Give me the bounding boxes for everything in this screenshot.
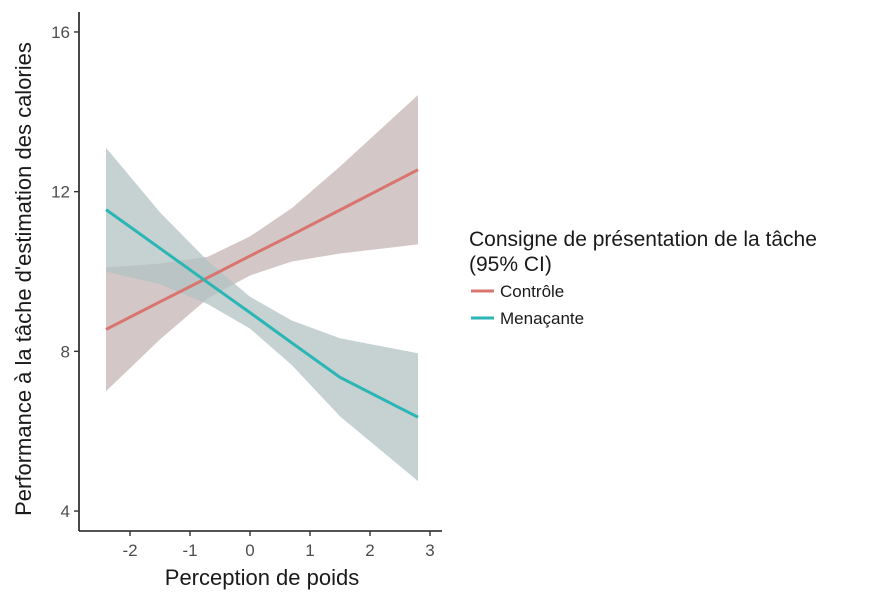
series-line-menacante (105, 208, 419, 419)
x-tick-label: 0 (245, 541, 254, 560)
ci-band-controle (106, 95, 418, 392)
y-tick-label: 16 (51, 23, 70, 42)
regression-lines (105, 168, 419, 419)
confidence-bands (106, 95, 418, 482)
legend-title-line1: Consigne de présentation de la tâche (469, 228, 817, 251)
y-tick-label: 8 (61, 342, 70, 361)
legend-label-menacante: Menaçante (500, 309, 584, 328)
x-tick-label: 3 (425, 541, 434, 560)
ci-band-menacante (106, 147, 418, 482)
x-tick-label: 1 (305, 541, 314, 560)
x-tick-label: -1 (182, 541, 197, 560)
y-tick-label: 12 (51, 183, 70, 202)
x-axis-title: Perception de poids (165, 565, 359, 590)
legend-title-line2: (95% CI) (469, 253, 552, 276)
x-tick-label: -2 (122, 541, 137, 560)
legend: Consigne de présentation de la tâche (95… (469, 228, 817, 328)
x-tick-label: 2 (365, 541, 374, 560)
legend-label-controle: Contrôle (500, 282, 564, 301)
y-axis-title: Performance à la tâche d'estimation des … (11, 42, 36, 516)
y-tick-label: 4 (61, 502, 70, 521)
series-line-controle (105, 168, 419, 331)
